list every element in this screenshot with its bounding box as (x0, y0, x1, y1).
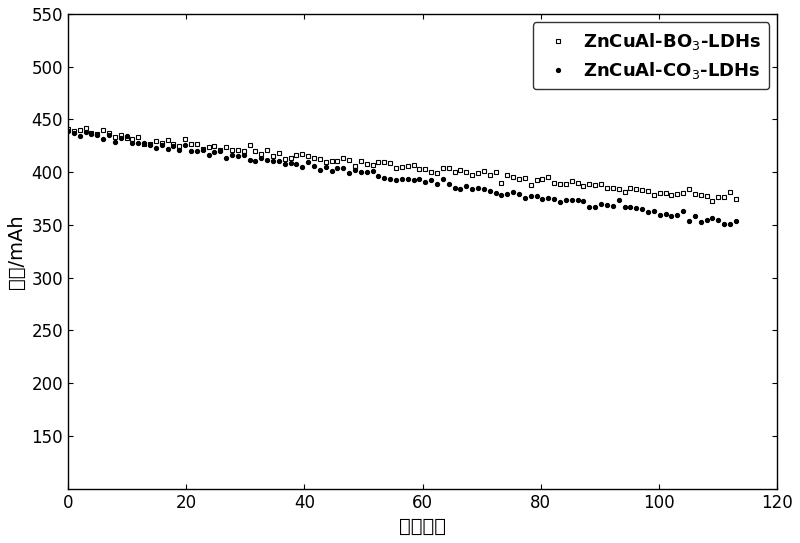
ZnCuAl-CO$_3$-LDHs (649, 207, 658, 214)
ZnCuAl-BO$_3$-LDHs (81, 125, 90, 131)
ZnCuAl-BO$_3$-LDHs (157, 140, 166, 147)
ZnCuAl-BO$_3$-LDHs (474, 170, 483, 176)
ZnCuAl-CO$_3$-LDHs (719, 220, 729, 227)
ZnCuAl-BO$_3$-LDHs (731, 196, 741, 203)
Y-axis label: 容量/mAh: 容量/mAh (7, 214, 26, 288)
ZnCuAl-CO$_3$-LDHs (467, 186, 477, 192)
ZnCuAl-CO$_3$-LDHs (280, 161, 290, 167)
ZnCuAl-BO$_3$-LDHs (321, 159, 330, 166)
ZnCuAl-BO$_3$-LDHs (286, 155, 295, 161)
ZnCuAl-CO$_3$-LDHs (63, 128, 73, 135)
ZnCuAl-CO$_3$-LDHs (731, 218, 741, 225)
ZnCuAl-BO$_3$-LDHs (655, 190, 665, 196)
ZnCuAl-BO$_3$-LDHs (222, 143, 231, 150)
Line: ZnCuAl-CO$_3$-LDHs: ZnCuAl-CO$_3$-LDHs (66, 129, 738, 226)
ZnCuAl-CO$_3$-LDHs (315, 167, 325, 173)
ZnCuAl-CO$_3$-LDHs (215, 148, 225, 154)
ZnCuAl-BO$_3$-LDHs (707, 198, 717, 205)
X-axis label: 循环次数: 循环次数 (399, 517, 446, 536)
ZnCuAl-BO$_3$-LDHs (63, 125, 73, 132)
ZnCuAl-CO$_3$-LDHs (151, 144, 161, 151)
Legend: ZnCuAl-BO$_3$-LDHs, ZnCuAl-CO$_3$-LDHs: ZnCuAl-BO$_3$-LDHs, ZnCuAl-CO$_3$-LDHs (533, 22, 769, 89)
Line: ZnCuAl-BO$_3$-LDHs: ZnCuAl-BO$_3$-LDHs (66, 126, 738, 204)
